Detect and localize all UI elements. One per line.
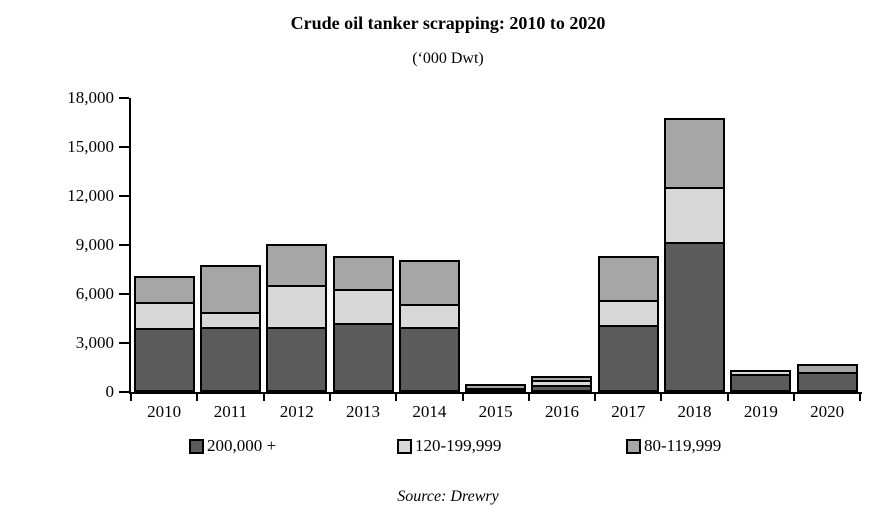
- legend-label: 120-199,999: [415, 436, 502, 455]
- x-axis-label-2019: 2019: [743, 402, 778, 421]
- bar-segment-2013: [332, 255, 394, 291]
- bar-segment-2020: [796, 363, 858, 374]
- x-axis-tick: [594, 394, 597, 401]
- bar-segment-2012: [266, 244, 328, 287]
- bar-segment-2015: [465, 384, 527, 390]
- legend-item-200000-plus: 200,000 +: [189, 437, 276, 455]
- bar-segment-2013: [332, 288, 394, 325]
- x-axis-label-2017: 2017: [611, 402, 646, 421]
- x-axis-tick: [395, 394, 398, 401]
- bar-segment-2014: [398, 326, 460, 392]
- bar-segment-2019: [730, 374, 792, 392]
- bar-segment-2017: [597, 255, 659, 303]
- x-axis-tick: [461, 394, 464, 401]
- y-axis-label: 3,000: [75, 333, 114, 352]
- bar-segment-2010: [133, 328, 195, 392]
- bar-segment-2018: [664, 241, 726, 392]
- bar-segment-2019: [730, 370, 792, 377]
- legend-swatch-light: [397, 438, 412, 454]
- source-note: Source: Drewry: [397, 488, 499, 505]
- y-axis-label: 12,000: [67, 186, 114, 205]
- bar-segment-2010: [133, 301, 195, 331]
- bar-segment-2020: [796, 371, 858, 392]
- bar-segment-2016: [531, 375, 593, 383]
- chart-subtitle: (‘000 Dwt): [412, 50, 484, 67]
- bar-segment-2011: [199, 265, 261, 315]
- x-axis-line: [129, 392, 862, 394]
- y-axis-tick: [119, 391, 129, 393]
- bar-segment-2010: [133, 275, 195, 304]
- y-axis-label: 0: [105, 382, 115, 401]
- legend-swatch-medium: [626, 438, 641, 454]
- legend-item-120-199999: 120-199,999: [397, 437, 501, 455]
- x-axis-tick: [660, 394, 663, 401]
- x-axis-tick: [130, 394, 132, 401]
- x-axis-tick: [328, 394, 331, 401]
- legend-swatch-dark: [189, 438, 204, 454]
- bar-segment-2018: [664, 118, 726, 190]
- x-axis-label-2018: 2018: [677, 402, 712, 421]
- bar-segment-2013: [332, 322, 394, 392]
- y-axis-tick: [119, 342, 129, 344]
- x-axis-label-2016: 2016: [544, 402, 579, 421]
- y-axis-line: [129, 98, 131, 394]
- legend-label: 80-119,999: [644, 436, 722, 455]
- x-axis-label-2014: 2014: [412, 402, 447, 421]
- legend-item-80-119999: 80-119,999: [626, 437, 721, 455]
- bar-segment-2017: [597, 325, 659, 392]
- y-axis-tick: [119, 146, 129, 148]
- bar-segment-2017: [597, 300, 659, 328]
- y-axis-label: 18,000: [67, 88, 114, 107]
- bar-segment-2011: [199, 326, 261, 392]
- bar-segment-2012: [266, 326, 328, 392]
- y-axis-tick: [119, 293, 129, 295]
- x-axis-tick: [527, 394, 530, 401]
- legend-label: 200,000 +: [207, 436, 277, 455]
- y-axis-tick: [119, 244, 129, 246]
- y-axis-label: 6,000: [75, 284, 114, 303]
- x-axis-label-2015: 2015: [478, 402, 513, 421]
- bar-segment-2014: [398, 259, 460, 307]
- x-axis-tick: [196, 394, 199, 401]
- y-axis-tick: [119, 97, 129, 99]
- x-axis-tick: [859, 394, 862, 401]
- x-axis-label-2012: 2012: [279, 402, 314, 421]
- x-axis-label-2013: 2013: [346, 402, 381, 421]
- bar-segment-2012: [266, 284, 328, 329]
- y-axis-tick: [119, 195, 129, 197]
- x-axis-label-2020: 2020: [810, 402, 845, 421]
- bar-segment-2014: [398, 304, 460, 329]
- x-axis-label-2010: 2010: [147, 402, 182, 421]
- y-axis-label: 9,000: [75, 235, 114, 254]
- y-axis-label: 15,000: [67, 137, 114, 156]
- x-axis-tick: [726, 394, 729, 401]
- bar-segment-2018: [664, 187, 726, 244]
- x-axis-tick: [262, 394, 265, 401]
- x-axis-label-2011: 2011: [213, 402, 248, 421]
- x-axis-tick: [793, 394, 795, 401]
- bar-segment-2011: [199, 312, 261, 329]
- chart-title: Crude oil tanker scrapping: 2010 to 2020: [290, 13, 606, 33]
